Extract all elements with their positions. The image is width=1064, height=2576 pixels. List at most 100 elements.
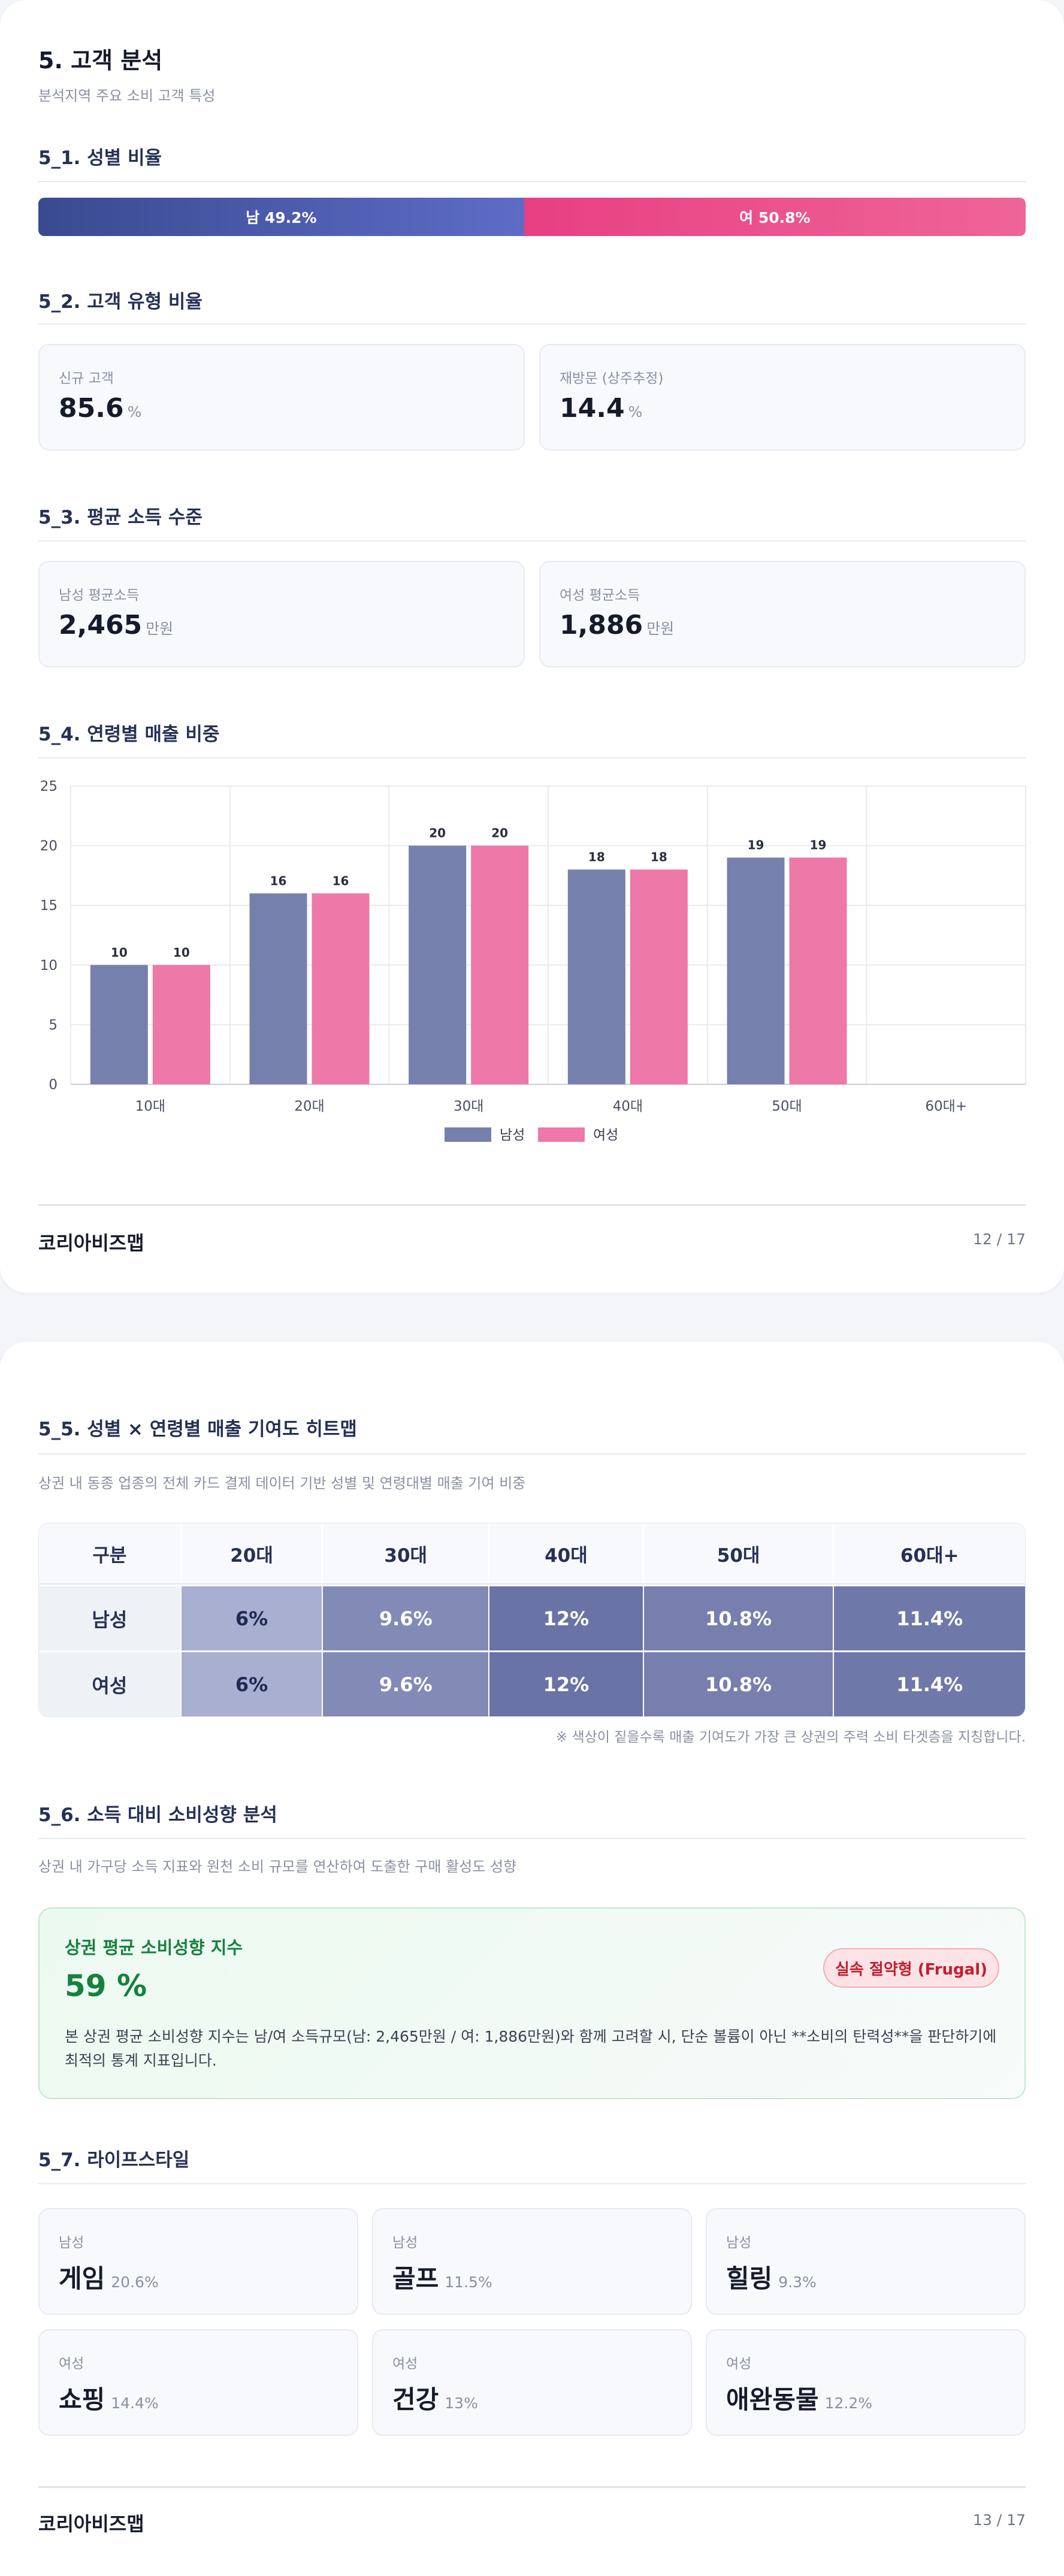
section-divider: [38, 1838, 1026, 1839]
bar-male: [90, 965, 148, 1084]
section-title-lifestyle: 5_7. 라이프스타일: [38, 2149, 190, 2171]
new-customer-card: 신규 고객 85.6%: [38, 344, 525, 451]
heatmap-cell: 9.6%: [323, 1586, 490, 1650]
female-income-card: 여성 평균소득 1,886 만원: [539, 561, 1026, 667]
section-title-heatmap: 5_5. 성별 × 연령별 매출 기여도 히트맵: [38, 1419, 357, 1440]
heatmap-cell: 11.4%: [834, 1652, 1025, 1716]
card-value: 1,886 만원: [560, 610, 674, 640]
lifestyle-label: 건강: [392, 2385, 439, 2414]
bar-male: [249, 893, 307, 1084]
heatmap-cell: 6%: [181, 1586, 324, 1650]
legend-swatch: [445, 1127, 491, 1142]
heatmap-header-cell: 60대+: [834, 1523, 1025, 1583]
lifestyle-name: 쇼핑 14.4%: [59, 2380, 159, 2416]
lifestyle-pct: 12.2%: [824, 2394, 872, 2412]
heatmap-header-cell: 50대: [643, 1523, 835, 1583]
page-subtitle: 분석지역 주요 소비 고객 특성: [38, 87, 216, 104]
lifestyle-card-female-pets: 여성 애완동물 12.2%: [706, 2329, 1026, 2436]
bar-male: [567, 869, 625, 1084]
bar-female: [630, 869, 688, 1084]
footer-divider: [38, 1204, 1026, 1206]
lifestyle-gender: 여성: [726, 2356, 752, 2372]
spending-index-box: 상권 평균 소비성향 지수 59 % 실속 절약형 (Frugal) 본 상권 …: [38, 1907, 1026, 2099]
y-tick-label: 10: [40, 958, 58, 973]
heatmap-header-cell: 20대: [181, 1523, 324, 1583]
lifestyle-card-male-game: 남성 게임 20.6%: [38, 2208, 358, 2315]
bar-value-label: 10: [111, 945, 128, 960]
lifestyle-name: 힐링 9.3%: [726, 2258, 817, 2295]
card-unit: 만원: [146, 620, 174, 637]
spending-type-badge: 실속 절약형 (Frugal): [823, 1948, 999, 1988]
bar-male: [409, 845, 467, 1084]
lifestyle-label: 쇼핑: [59, 2385, 105, 2414]
card-number: 85.6: [59, 393, 124, 424]
spending-index-value: 59 %: [65, 1969, 147, 2003]
lifestyle-label: 힐링: [726, 2264, 773, 2293]
heatmap-cell: 6%: [181, 1652, 324, 1716]
x-tick-label: 40대: [613, 1099, 643, 1114]
spending-description: 상권 내 가구당 소득 지표와 원천 소비 규모를 연산하여 도출한 구매 활성…: [38, 1858, 517, 1875]
y-tick-label: 20: [40, 839, 58, 854]
card-label: 재방문 (상주추정): [560, 371, 664, 386]
report-page-12: 5. 고객 분석 분석지역 주요 소비 고객 특성 5_1. 성별 비율 남 4…: [0, 0, 1064, 1293]
lifestyle-card-female-health: 여성 건강 13%: [372, 2329, 692, 2436]
heatmap-note: ※ 색상이 짙을수록 매출 기여도가 가장 큰 상권의 주력 소비 타겟층을 지…: [555, 1730, 1026, 1745]
heatmap-row-label: 여성: [39, 1652, 182, 1716]
footer-divider: [38, 2486, 1026, 2488]
bar-value-label: 16: [332, 873, 349, 888]
lifestyle-card-female-shopping: 여성 쇼핑 14.4%: [38, 2329, 358, 2436]
x-tick-label: 10대: [135, 1099, 165, 1114]
bar-value-label: 19: [748, 838, 764, 852]
legend-label: 남성: [500, 1127, 525, 1143]
heatmap-cell: 10.8%: [643, 1652, 835, 1716]
x-tick-label: 50대: [772, 1099, 802, 1114]
section-title-spending: 5_6. 소득 대비 소비성향 분석: [38, 1804, 277, 1826]
lifestyle-name: 게임 20.6%: [59, 2258, 159, 2295]
section-title-customer-type: 5_2. 고객 유형 비율: [38, 291, 202, 313]
footer-brand: 코리아비즈맵: [38, 1232, 144, 1254]
lifestyle-pct: 13%: [445, 2394, 478, 2412]
section-divider: [38, 181, 1026, 182]
heatmap-cell: 10.8%: [643, 1586, 835, 1650]
report-page-13: 5_5. 성별 × 연령별 매출 기여도 히트맵 상권 내 동종 업종의 전체 …: [0, 1342, 1064, 2576]
lifestyle-gender: 여성: [59, 2356, 84, 2372]
section-title-age-sales: 5_4. 연령별 매출 비중: [38, 724, 220, 745]
section-divider: [38, 757, 1026, 758]
lifestyle-label: 애완동물: [726, 2385, 819, 2414]
male-income-card: 남성 평균소득 2,465 만원: [38, 561, 525, 667]
page-number: 13 / 17: [973, 2511, 1026, 2529]
card-value: 85.6%: [59, 393, 141, 424]
card-number: 1,886: [560, 610, 643, 640]
card-label: 남성 평균소득: [59, 588, 140, 603]
lifestyle-card-male-golf: 남성 골프 11.5%: [372, 2208, 692, 2315]
heatmap-header-cell: 구분: [39, 1523, 182, 1583]
card-value: 2,465 만원: [59, 610, 173, 640]
heatmap-row-female: 여성 6% 9.6% 12% 10.8% 11.4%: [39, 1650, 1025, 1716]
bar-female: [312, 893, 370, 1084]
lifestyle-card-male-healing: 남성 힐링 9.3%: [706, 2208, 1026, 2315]
x-tick-label: 30대: [454, 1099, 483, 1114]
bar-female: [152, 965, 210, 1084]
section-divider: [38, 2183, 1026, 2184]
lifestyle-pct: 14.4%: [111, 2394, 159, 2412]
male-ratio-segment: 남 49.2%: [38, 198, 524, 236]
heatmap-row-label: 남성: [39, 1586, 182, 1650]
bar-male: [727, 857, 785, 1084]
y-tick-label: 0: [49, 1077, 58, 1093]
bar-female: [471, 845, 529, 1084]
age-sales-bar-chart: 0 5 10 15 20 25 10 10 10대 16 16 20대 20 20 30대 18 18 40대 19…: [40, 779, 1026, 1143]
lifestyle-gender: 남성: [59, 2235, 84, 2251]
lifestyle-gender: 남성: [726, 2235, 752, 2251]
card-unit: %: [628, 403, 643, 421]
bar-value-label: 10: [173, 945, 190, 960]
lifestyle-pct: 9.3%: [778, 2273, 817, 2291]
page-number: 12 / 17: [973, 1230, 1026, 1248]
bar-value-label: 18: [651, 849, 667, 864]
card-unit: %: [127, 403, 142, 421]
spending-index-title: 상권 평균 소비성향 지수: [65, 1937, 243, 1958]
section-divider: [38, 323, 1026, 325]
page-title: 5. 고객 분석: [38, 47, 163, 74]
lifestyle-pct: 20.6%: [111, 2273, 159, 2291]
lifestyle-name: 애완동물 12.2%: [726, 2380, 872, 2416]
card-label: 여성 평균소득: [560, 588, 640, 603]
